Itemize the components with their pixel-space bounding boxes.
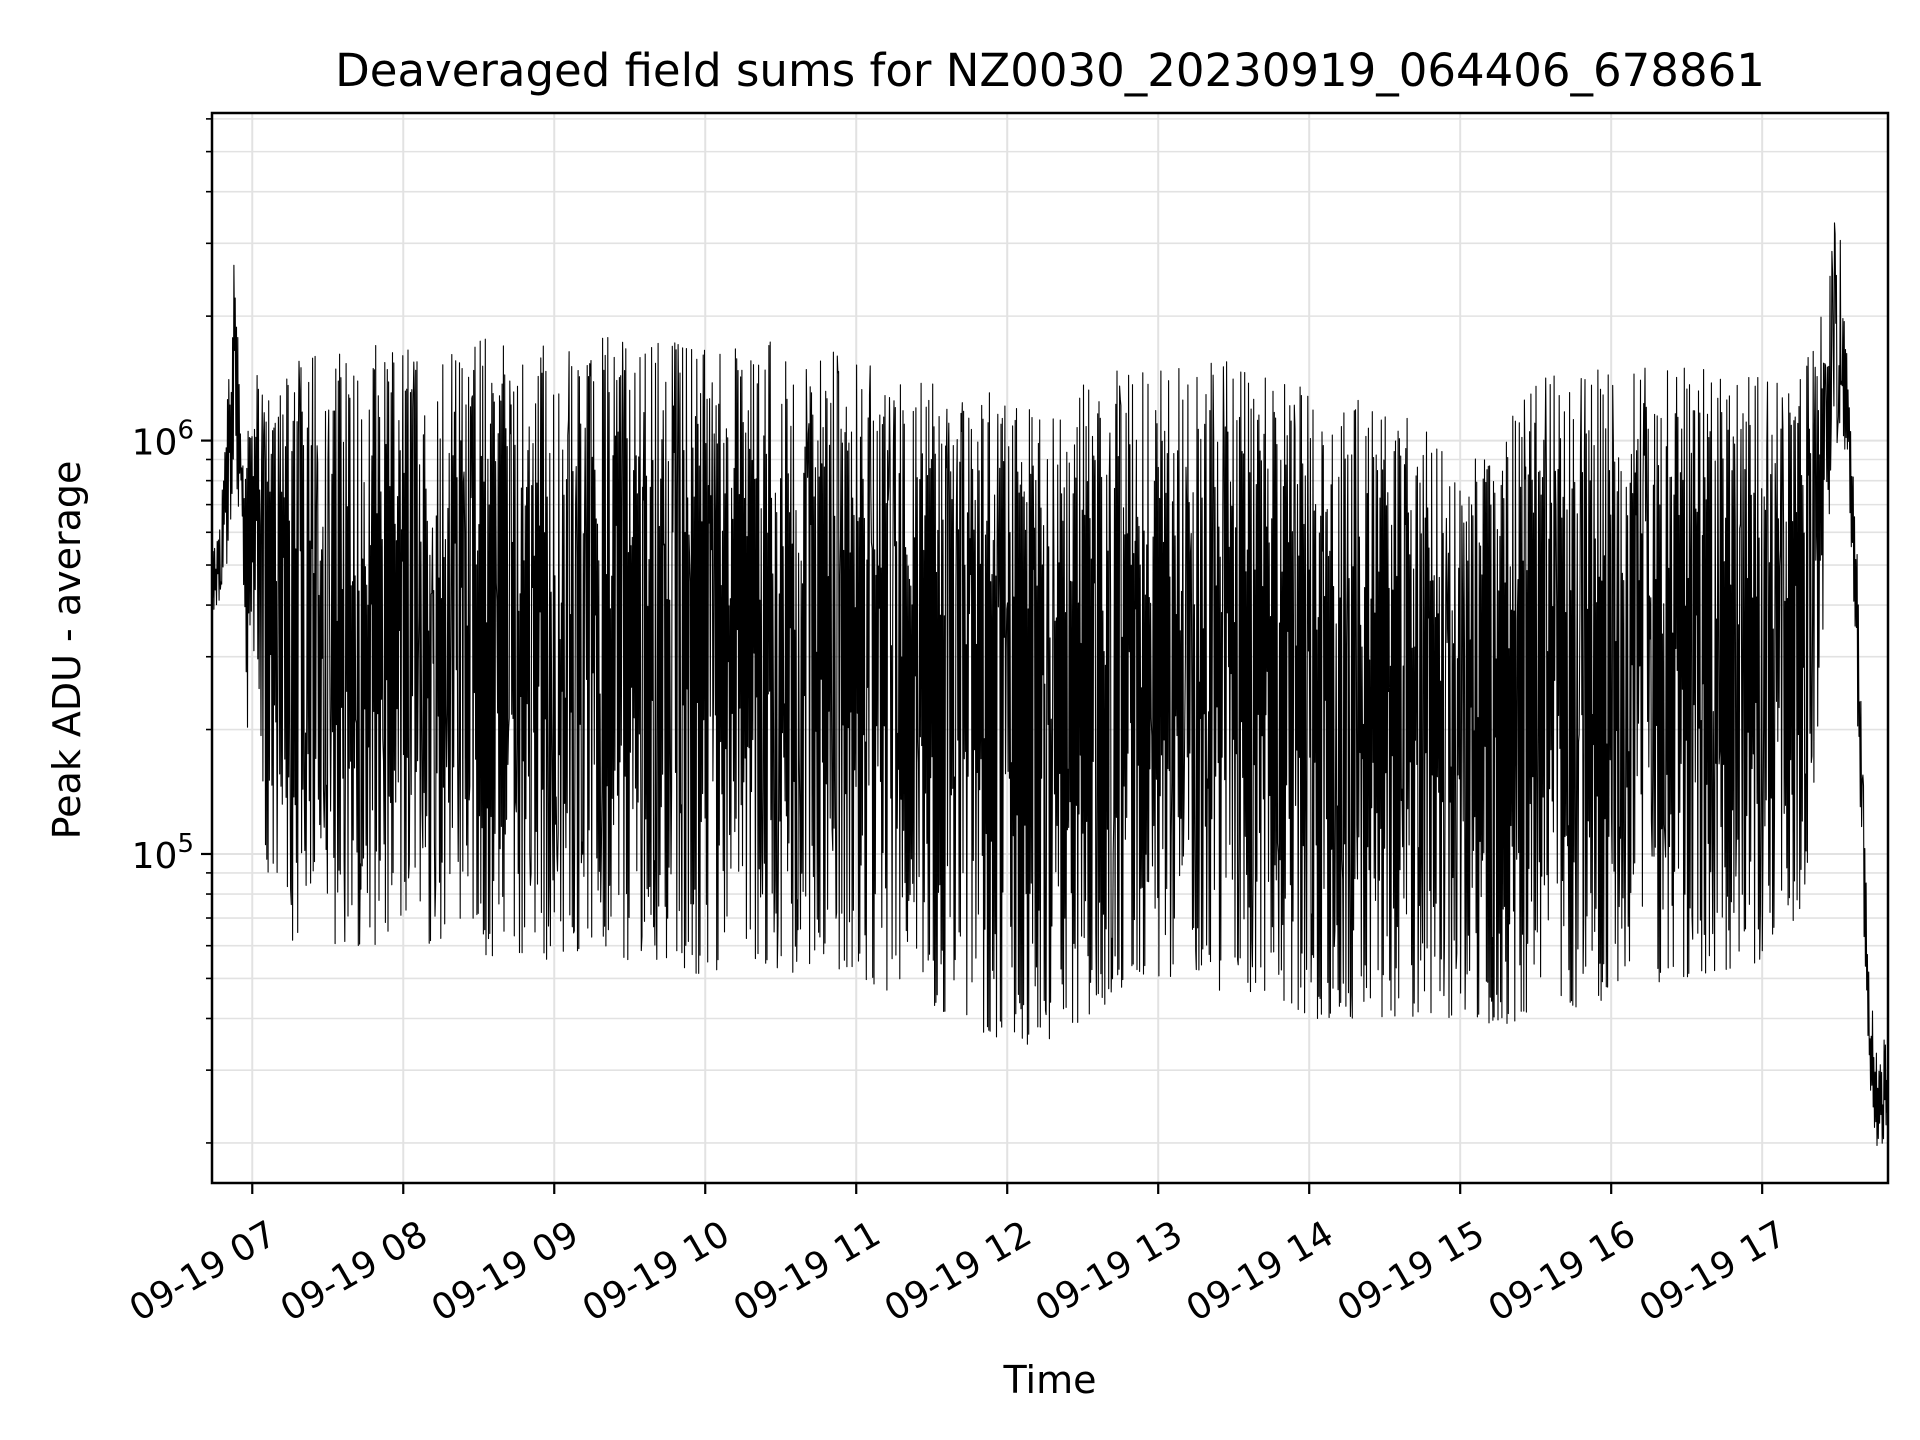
y-axis-label: Peak ADU - average xyxy=(45,461,89,840)
data-series xyxy=(211,222,1889,1147)
y-axis-ticks: 105 106 xyxy=(132,118,212,1144)
x-axis-label: Time xyxy=(1003,1358,1097,1402)
y-tick-label: 106 xyxy=(132,416,194,464)
chart-title: Deaveraged field sums for NZ0030_2023091… xyxy=(335,44,1765,97)
y-tick-label: 105 xyxy=(132,829,194,877)
plot-frame xyxy=(210,111,1890,1185)
series-line xyxy=(211,222,1889,1147)
